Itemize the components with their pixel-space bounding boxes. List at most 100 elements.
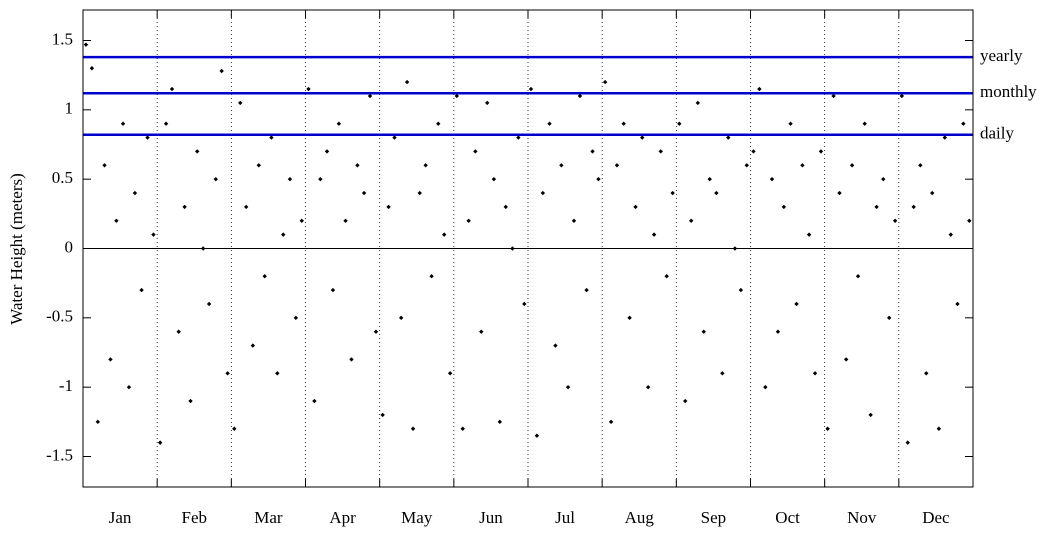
y-tick-label: 0 (65, 237, 74, 256)
x-tick-label: Aug (625, 508, 655, 527)
data-point (769, 176, 775, 182)
data-point (744, 163, 749, 168)
data-point (924, 371, 929, 376)
data-point (614, 163, 620, 168)
data-point (219, 68, 224, 74)
data-point (503, 204, 508, 210)
data-point (466, 218, 471, 223)
data-point (312, 398, 317, 404)
data-point (955, 301, 960, 307)
data-point (410, 426, 416, 431)
data-point (948, 232, 953, 237)
data-point (102, 163, 107, 168)
data-point (670, 190, 675, 196)
reference-line-label: daily (980, 124, 1014, 143)
data-point (936, 426, 942, 431)
data-point (899, 93, 904, 99)
data-point (447, 371, 453, 376)
data-point (417, 190, 422, 196)
data-point (250, 343, 256, 348)
data-point (584, 287, 589, 293)
data-point (664, 274, 669, 279)
x-tick-label: May (401, 508, 433, 527)
x-tick-label: Jul (555, 508, 575, 527)
data-point (139, 287, 144, 293)
data-point (404, 79, 410, 85)
y-tick-label: 1 (65, 99, 74, 118)
data-point (497, 419, 503, 425)
data-point (553, 343, 558, 348)
data-point (528, 86, 534, 92)
y-tick-label: 1.5 (52, 29, 73, 48)
x-tick-label: Jun (479, 508, 503, 527)
data-point (942, 135, 948, 140)
data-point (608, 419, 614, 425)
x-tick-label: Nov (847, 508, 877, 527)
data-point (720, 371, 725, 376)
reference-line-label: yearly (980, 46, 1023, 65)
data-point (812, 371, 818, 376)
x-tick-label: Oct (775, 508, 800, 527)
data-point (714, 190, 719, 196)
data-point (238, 100, 243, 106)
data-point (732, 246, 738, 251)
data-point (788, 121, 793, 126)
data-point (454, 93, 459, 99)
data-point (843, 357, 849, 362)
data-point (640, 135, 645, 140)
data-point (961, 121, 966, 126)
data-point (343, 218, 348, 223)
data-point (831, 93, 836, 99)
data-point (967, 218, 972, 223)
data-point (361, 190, 367, 196)
y-tick-label: -1 (59, 376, 73, 395)
data-point (763, 384, 768, 390)
data-point (577, 93, 583, 99)
data-point (200, 246, 206, 251)
data-point (695, 100, 701, 106)
y-tick-label: -0.5 (46, 307, 73, 326)
data-point (522, 301, 527, 307)
data-point (262, 274, 267, 279)
data-point (398, 315, 404, 321)
data-point (479, 329, 484, 334)
data-point (145, 135, 150, 140)
data-point (837, 190, 842, 196)
data-point (182, 204, 187, 210)
data-point (349, 357, 354, 362)
data-point (651, 232, 657, 237)
data-point (602, 79, 608, 85)
data-point (373, 329, 379, 334)
data-point (905, 440, 910, 445)
x-tick-label: Feb (182, 508, 208, 527)
data-point (132, 190, 138, 196)
data-point (275, 371, 280, 376)
x-tick-label: Mar (254, 508, 283, 527)
data-point (781, 204, 787, 210)
data-point (163, 121, 169, 126)
data-point (825, 426, 830, 431)
data-point (108, 357, 113, 362)
data-point (794, 301, 799, 307)
data-point (565, 384, 571, 390)
data-point (441, 232, 447, 237)
data-point (392, 135, 397, 140)
x-tick-label: Sep (701, 508, 727, 527)
data-point (269, 135, 274, 140)
data-point (590, 149, 595, 154)
data-point (874, 204, 879, 210)
data-point (188, 398, 193, 404)
data-point (318, 176, 323, 182)
data-point (436, 121, 441, 126)
data-point (800, 163, 805, 168)
data-point (534, 433, 540, 438)
data-point (287, 176, 293, 182)
data-point (645, 384, 651, 390)
data-point (757, 86, 762, 92)
data-point (281, 232, 286, 237)
data-point (627, 315, 632, 321)
data-point (330, 287, 336, 293)
data-point (855, 274, 861, 279)
plot-frame (82, 9, 974, 488)
data-point (380, 412, 385, 418)
